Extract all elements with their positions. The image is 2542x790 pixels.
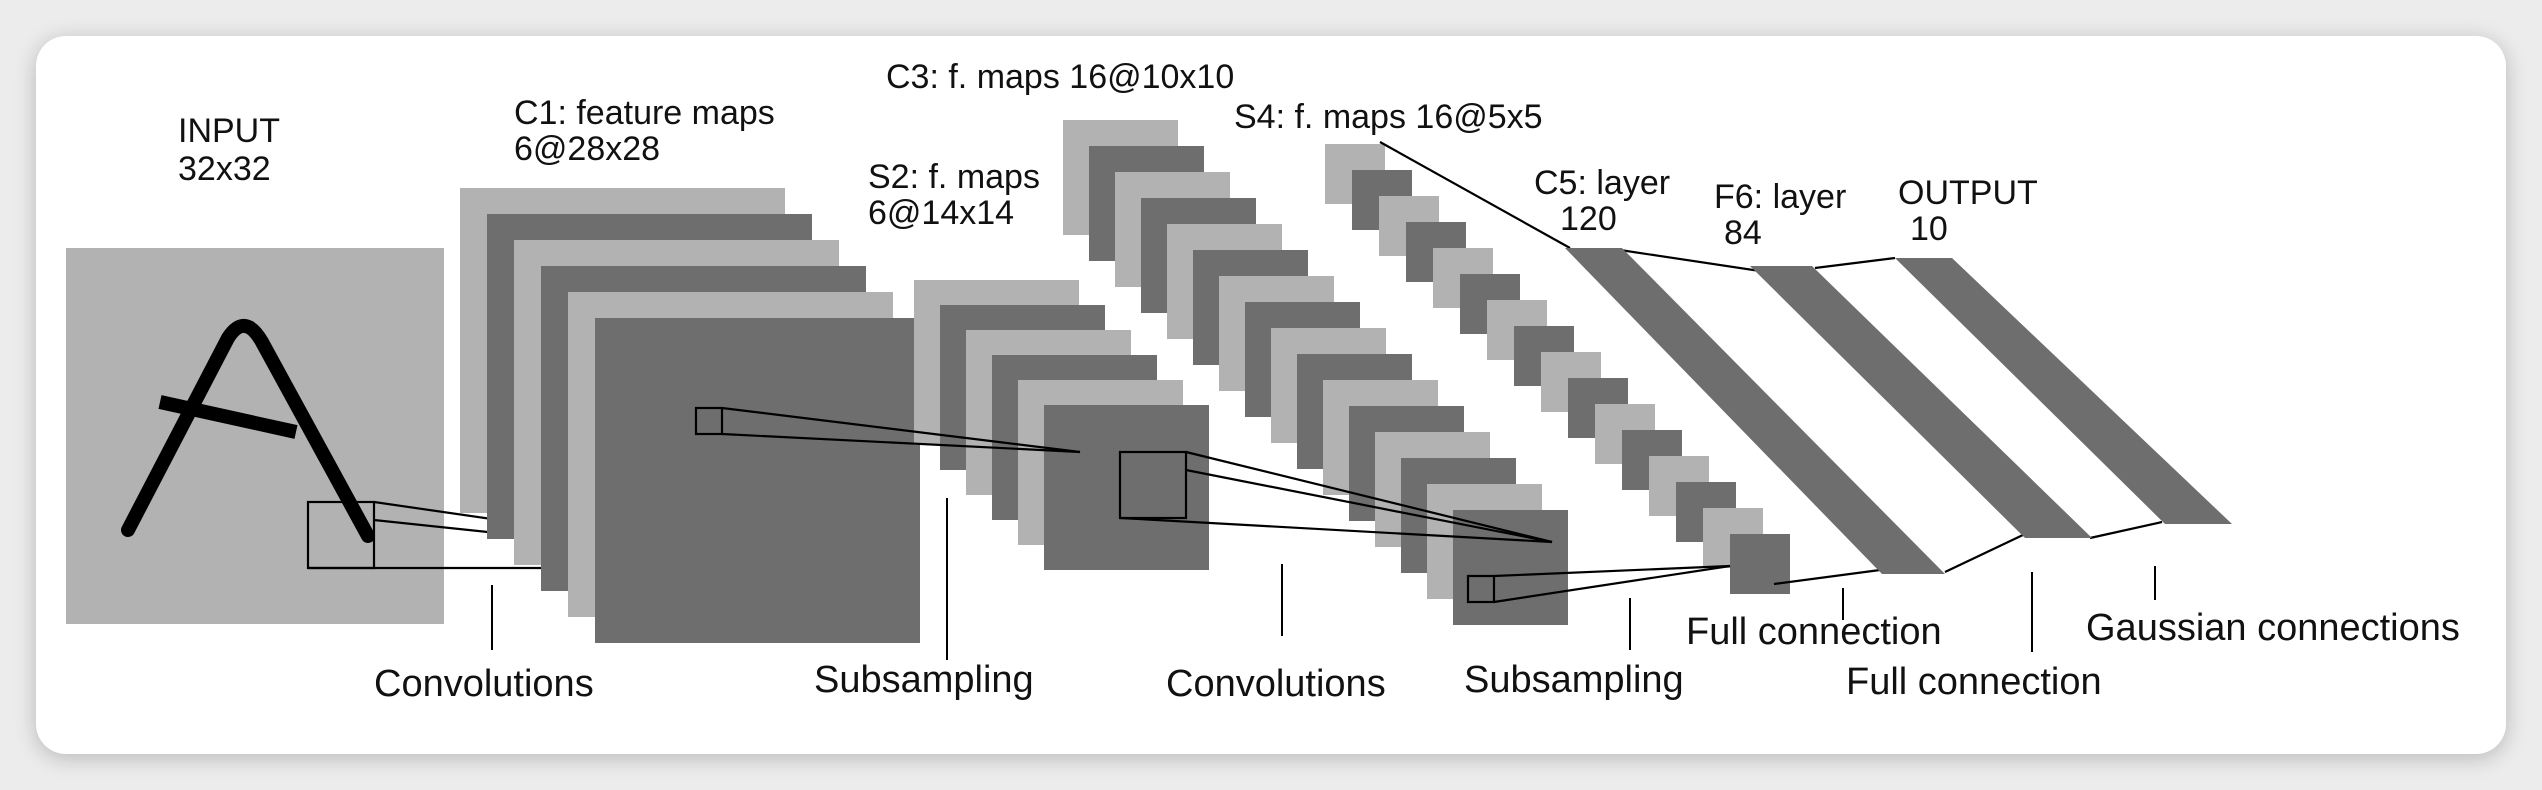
- s4-c5-line: [1379, 141, 1571, 249]
- sub2-label: Subsampling: [1464, 659, 1684, 701]
- s4-title: S4: f. maps 16@5x5: [1234, 98, 1543, 136]
- s2-receptive-field: [1118, 450, 1188, 520]
- sub2-line: [1493, 564, 1731, 578]
- f6-size: 84: [1724, 214, 1762, 252]
- conv2-line: [1185, 468, 1553, 544]
- f6-output-line: [1814, 256, 1896, 270]
- s2-stack: [914, 280, 1209, 570]
- input-title: INPUT: [178, 112, 280, 150]
- sub2-lines: [1493, 564, 1731, 604]
- s4-c5-line: [1773, 568, 1881, 586]
- sub1-line: [721, 406, 1081, 454]
- output-layer-band: [1895, 258, 2232, 524]
- full-connection-lines: [1379, 141, 2163, 586]
- conv2-lines: [1119, 450, 1553, 544]
- conv2-line: [1185, 450, 1553, 544]
- conv2-line: [1119, 516, 1553, 544]
- s2-title: S2: f. maps: [868, 158, 1040, 196]
- c5-f6-line: [1619, 248, 1781, 276]
- c1-receptive-field: [694, 406, 724, 436]
- f6-output-line: [2089, 520, 2163, 540]
- input-letter-a-crossbar: [158, 395, 298, 439]
- conv1-label: Convolutions: [374, 663, 594, 705]
- output-size: 10: [1910, 210, 1948, 248]
- input-layer: [66, 248, 444, 624]
- layer-labels: INPUT 32x32 C1: feature maps 6@28x28 S2:…: [178, 58, 2038, 252]
- c5-layer-band: [1565, 248, 1945, 574]
- input-size: 32x32: [178, 150, 271, 188]
- diagram-card: INPUT 32x32 C1: feature maps 6@28x28 S2:…: [36, 36, 2506, 754]
- c1-feature-map: [595, 318, 920, 643]
- sub1-label: Subsampling: [814, 659, 1034, 701]
- c1-title: C1: feature maps: [514, 94, 775, 132]
- lenet-architecture-diagram: INPUT 32x32 C1: feature maps 6@28x28 S2:…: [66, 58, 2460, 705]
- c5-size: 120: [1560, 200, 1617, 238]
- s4-feature-map: [1730, 534, 1790, 594]
- c1-stack: [460, 188, 920, 643]
- sub1-lines: [721, 406, 1081, 454]
- c5-f6-line: [1944, 533, 2026, 573]
- c5-title: C5: layer: [1534, 164, 1670, 202]
- conv2-label: Convolutions: [1166, 663, 1386, 705]
- c1-size: 6@28x28: [514, 130, 660, 168]
- sub1-line: [721, 432, 1081, 454]
- full1-label: Full connection: [1686, 611, 1942, 653]
- gauss-label: Gaussian connections: [2086, 607, 2460, 649]
- c3-feature-map: [1453, 510, 1568, 625]
- operation-ticks: [491, 498, 2156, 660]
- full2-label: Full connection: [1846, 661, 2102, 703]
- sub2-line: [1493, 564, 1731, 604]
- operation-labels: Convolutions Subsampling Convolutions Su…: [374, 607, 2460, 705]
- c3-title: C3: f. maps 16@10x10: [886, 58, 1234, 96]
- input-letter-a-stroke: [121, 319, 375, 543]
- input-image: [66, 248, 444, 624]
- output-title: OUTPUT: [1898, 174, 2038, 212]
- c3-receptive-field: [1466, 574, 1496, 604]
- f6-title: F6: layer: [1714, 178, 1846, 216]
- s2-size: 6@14x14: [868, 194, 1014, 232]
- f6-layer-band: [1750, 266, 2092, 538]
- s2-feature-map: [1044, 405, 1209, 570]
- s4-stack: [1325, 144, 1790, 594]
